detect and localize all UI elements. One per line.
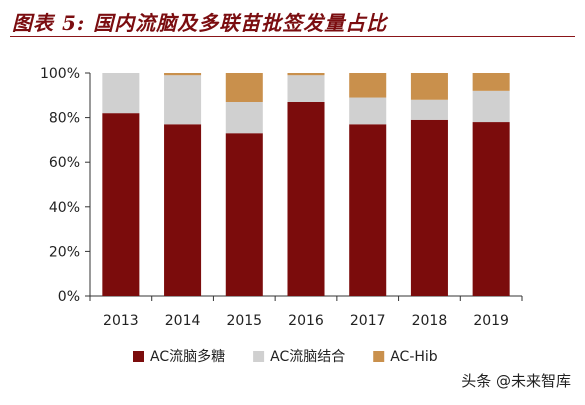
bar-2018-series-0 (410, 119, 448, 296)
legend-label-0: AC流脑多糖 (150, 348, 225, 365)
bar-2018-series-1 (410, 99, 448, 120)
legend-swatch-1 (253, 351, 265, 362)
legend-swatch-0 (133, 351, 144, 362)
watermark: 头条 @未来智库 (461, 372, 571, 390)
bar-2017-series-0 (349, 124, 387, 296)
x-tick-label: 2016 (288, 313, 324, 329)
bar-2016-series-0 (287, 101, 325, 297)
y-tick-label: 80% (49, 111, 80, 127)
bar-2014-series-0 (164, 124, 202, 296)
bar-2015-series-1 (225, 101, 263, 134)
x-tick-label: 2015 (226, 313, 262, 329)
x-tick-label: 2018 (412, 313, 448, 329)
bar-2016-series-2 (287, 73, 325, 76)
bar-2017-series-1 (349, 97, 387, 125)
legend-swatch-2 (373, 351, 385, 362)
bar-2015-series-2 (225, 73, 263, 102)
x-tick-label: 2017 (350, 313, 386, 329)
bar-2019-series-1 (472, 90, 510, 123)
x-tick-label: 2014 (165, 313, 201, 329)
y-tick-label: 40% (49, 200, 80, 216)
bar-2018-series-2 (410, 73, 448, 100)
x-tick-label: 2019 (473, 313, 509, 329)
y-tick-label: 100% (40, 66, 80, 82)
bar-2019-series-2 (472, 73, 510, 91)
bar-2013-series-1 (102, 73, 140, 114)
legend-label-1: AC流脑结合 (270, 349, 345, 365)
y-tick-label: 0% (58, 289, 80, 305)
x-tick-label: 2013 (103, 313, 139, 329)
bar-2014-series-1 (164, 75, 202, 125)
y-tick-label: 20% (49, 244, 80, 260)
legend-label-2: AC-Hib (390, 349, 438, 365)
bar-2019-series-0 (472, 122, 510, 296)
y-tick-label: 60% (49, 155, 80, 171)
figure-title: 图表 5: 国内流脑及多联苗批签发量占比 (12, 11, 388, 35)
title-divider (10, 36, 575, 37)
bar-2014-series-2 (164, 73, 202, 76)
bar-2013-series-0 (102, 113, 140, 296)
bar-2015-series-0 (225, 133, 263, 296)
bar-2016-series-1 (287, 75, 325, 102)
bar-2017-series-2 (349, 73, 387, 98)
